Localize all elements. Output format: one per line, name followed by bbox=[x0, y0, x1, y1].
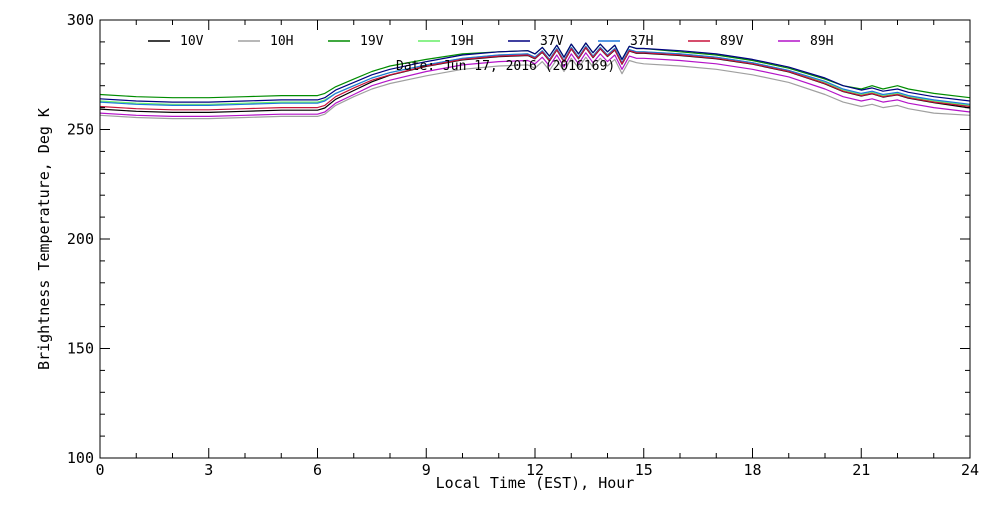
legend-label: 89V bbox=[720, 34, 744, 49]
legend-item-19h: 19H bbox=[418, 34, 473, 49]
legend-item-89v: 89V bbox=[688, 34, 744, 49]
legend-label: 37H bbox=[630, 34, 653, 49]
x-tick-label: 15 bbox=[635, 461, 653, 479]
legend-label: 89H bbox=[810, 34, 833, 49]
legend-item-37v: 37V bbox=[508, 34, 564, 49]
y-axis-ticks: 100 150 200 250 300 bbox=[67, 11, 970, 467]
date-label: Date: Jun 17, 2016 (2016169) bbox=[396, 59, 615, 74]
legend-label: 19V bbox=[360, 34, 384, 49]
x-tick-label: 9 bbox=[422, 461, 431, 479]
legend-label: 37V bbox=[540, 34, 564, 49]
x-tick-label: 24 bbox=[961, 461, 979, 479]
legend-item-10h: 10H bbox=[238, 34, 293, 49]
legend-label: 19H bbox=[450, 34, 473, 49]
series-line-89h bbox=[99, 52, 971, 118]
x-tick-label: 12 bbox=[526, 461, 544, 479]
legend-label: 10V bbox=[180, 34, 204, 49]
y-tick-label: 150 bbox=[67, 340, 94, 358]
y-tick-label: 300 bbox=[67, 11, 94, 29]
plot-frame bbox=[99, 19, 971, 459]
x-tick-label: 0 bbox=[95, 461, 104, 479]
y-tick-label: 100 bbox=[67, 449, 94, 467]
legend-item-37h: 37H bbox=[598, 34, 653, 49]
legend-item-19v: 19V bbox=[328, 34, 384, 49]
y-axis-label: Brightness Temperature, Deg K bbox=[35, 108, 53, 370]
series-line-37v bbox=[99, 42, 971, 103]
legend-item-10v: 10V bbox=[148, 34, 204, 49]
series-line-89v bbox=[99, 46, 971, 111]
series-line-10h bbox=[99, 56, 971, 120]
x-axis-ticks: 0 3 6 9 12 15 18 21 24 bbox=[95, 20, 979, 479]
x-axis-label: Local Time (EST), Hour bbox=[436, 474, 635, 492]
y-tick-label: 250 bbox=[67, 121, 94, 139]
series-line-37h bbox=[99, 45, 971, 107]
x-tick-label: 6 bbox=[313, 461, 322, 479]
x-tick-label: 3 bbox=[204, 461, 213, 479]
series-layer bbox=[99, 42, 971, 120]
legend-item-89h: 89H bbox=[778, 34, 833, 49]
y-tick-label: 200 bbox=[67, 230, 94, 248]
x-tick-label: 21 bbox=[852, 461, 870, 479]
x-tick-label: 18 bbox=[743, 461, 761, 479]
legend-label: 10H bbox=[270, 34, 293, 49]
legend: 10V 10H 19V 19H 37V 37H 89V 89H bbox=[148, 34, 833, 49]
